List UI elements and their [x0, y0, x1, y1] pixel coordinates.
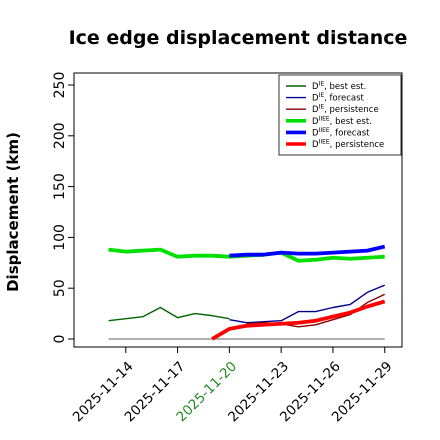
y-tick-label: 100 [52, 224, 68, 251]
legend-entry: DIIEE, best est. [312, 115, 372, 127]
legend-entry: DIE, best est. [312, 81, 366, 93]
legend-entry: DIE, forecast [312, 92, 365, 104]
legend-box [278, 74, 402, 156]
legend-entry: DIIEE, persistence [312, 139, 384, 151]
series-line-2 [229, 284, 386, 324]
chart-title: Ice edge displacement distance [69, 27, 408, 49]
x-axis: 2025-11-142025-11-172025-11-202025-11-23… [70, 347, 396, 425]
y-tick-label: 0 [52, 335, 68, 344]
y-tick-label: 50 [52, 279, 68, 297]
y-tick-label: 250 [52, 72, 68, 99]
legend-entry: DIIEE, forecast [312, 127, 370, 139]
y-tick-label: 150 [52, 173, 68, 200]
series-layer [108, 244, 386, 341]
y-tick-label: 200 [52, 122, 68, 149]
series-line-5 [229, 244, 386, 258]
plot-frame [73, 72, 403, 348]
legend-entry: DIE, persistence [312, 104, 379, 116]
series-line-6 [211, 299, 386, 341]
y-axis: 0 50 100 150 200 250 [52, 72, 74, 344]
series-line-1 [108, 306, 230, 322]
y-axis-label: Displacement (km) [4, 132, 22, 292]
